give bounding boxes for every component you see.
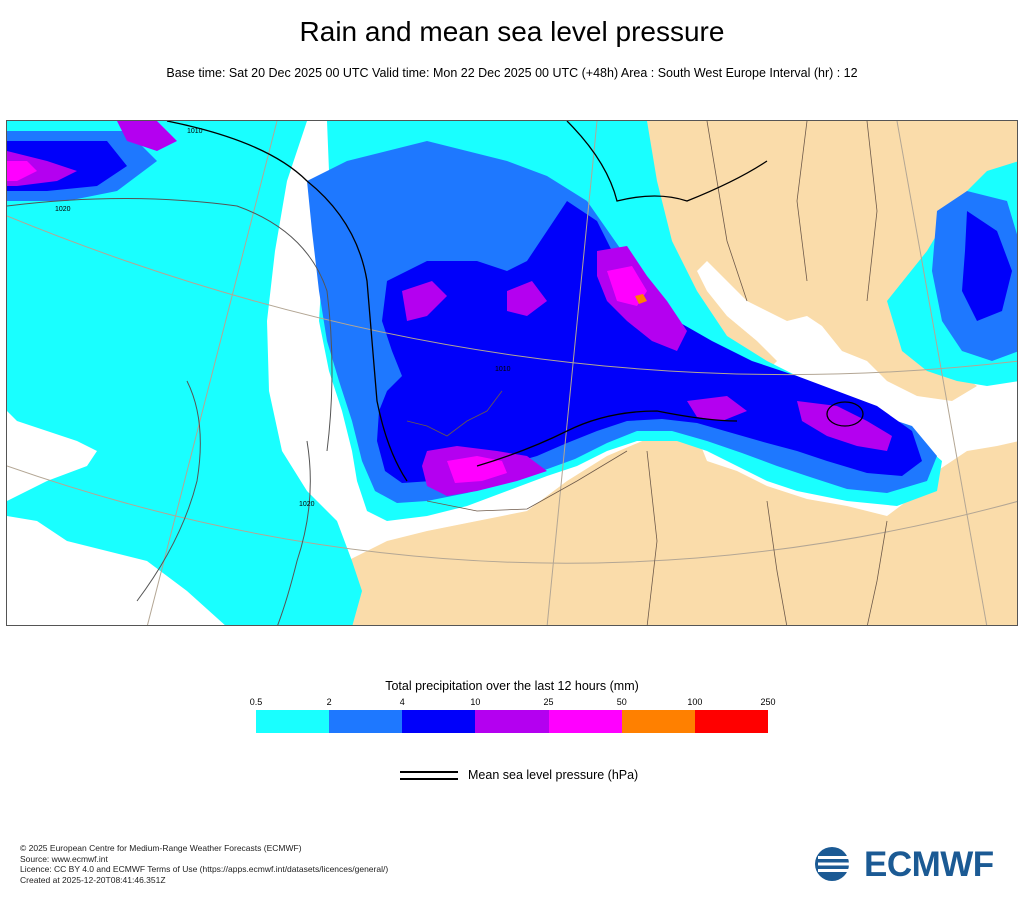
footer-licence: Licence: CC BY 4.0 and ECMWF Terms of Us… <box>20 864 389 874</box>
chart-subtitle: Base time: Sat 20 Dec 2025 00 UTC Valid … <box>166 66 858 80</box>
colorbar-ticks: 0.5 2 4 10 25 50 100 250 <box>250 697 776 709</box>
isobar-label-3: 1010 <box>495 366 511 373</box>
graticule-lat-1 <box>7 215 1017 376</box>
graticule-lon-2 <box>546 121 598 625</box>
isobar-line-4 <box>277 440 311 625</box>
borders-europe <box>706 121 878 302</box>
colorbar <box>256 710 768 733</box>
border-north-africa <box>426 450 628 512</box>
weather-map: 1010 1020 1010 1020 <box>6 120 1018 626</box>
isobar-label-4: 1020 <box>299 501 315 508</box>
legend-title: Total precipitation over the last 12 hou… <box>385 679 639 693</box>
precip-band-4 <box>7 141 1012 483</box>
land-africa <box>269 436 1017 625</box>
isobar-line-6 <box>476 410 738 467</box>
colorbar-tick-1: 2 <box>326 697 332 707</box>
isobar-line-5 <box>566 121 768 202</box>
precipitation-field <box>7 121 1017 625</box>
colorbar-segment-4 <box>548 710 622 733</box>
colorbar-segment-2 <box>402 710 476 733</box>
graticule-lat-2 <box>7 465 1017 564</box>
colorbar-tick-2: 4 <box>399 697 405 707</box>
colorbar-segment-3 <box>475 710 549 733</box>
ecmwf-logo-icon <box>815 847 862 881</box>
graticule-lon-1 <box>146 121 278 625</box>
colorbar-segment-0 <box>256 710 330 733</box>
precip-band-50 <box>635 294 647 304</box>
isobars <box>7 121 864 625</box>
footer-created: Created at 2025-12-20T08:41:46.351Z <box>20 874 166 885</box>
ecmwf-logo: ECMWF <box>812 844 1012 886</box>
colorbar-segment-6 <box>694 710 768 733</box>
isobar-label-group: 1010 1020 1010 1020 <box>55 128 511 508</box>
msl-legend-line <box>400 771 458 780</box>
isobar-label-1: 1010 <box>187 128 203 135</box>
graticule-lon-3 <box>896 121 988 625</box>
map-svg: 1010 1020 1010 1020 <box>7 121 1017 625</box>
colorbar-segment-5 <box>621 710 695 733</box>
colorbar-tick-4: 25 <box>543 697 554 707</box>
isobar-line-1 <box>166 121 408 482</box>
isobar-label-2: 1020 <box>55 206 71 213</box>
msl-legend-label: Mean sea level pressure (hPa) <box>468 768 639 782</box>
colorbar-tick-3: 10 <box>470 697 481 707</box>
isobar-line-2 <box>7 198 333 452</box>
colorbar-segment-1 <box>329 710 403 733</box>
colorbar-tick-6: 100 <box>687 697 703 707</box>
footer: © 2025 European Centre for Medium-Range … <box>20 843 388 885</box>
coastlines-borders <box>406 121 888 625</box>
coastline-iberia-south <box>406 390 503 437</box>
chart-title: Rain and mean sea level pressure <box>299 16 725 47</box>
graticule <box>7 121 1017 625</box>
isobar-low-center <box>826 401 864 427</box>
colorbar-tick-0: 0.5 <box>249 697 263 707</box>
isobar-line-3 <box>136 380 201 602</box>
footer-source: Source: www.ecmwf.int <box>20 853 108 864</box>
colorbar-tick-7: 250 <box>760 697 776 707</box>
ecmwf-logo-text: ECMWF <box>864 845 994 884</box>
msl-legend: Mean sea level pressure (hPa) <box>398 768 658 784</box>
colorbar-tick-5: 50 <box>616 697 627 707</box>
footer-copyright: © 2025 European Centre for Medium-Range … <box>20 843 302 853</box>
borders-africa <box>646 450 888 625</box>
